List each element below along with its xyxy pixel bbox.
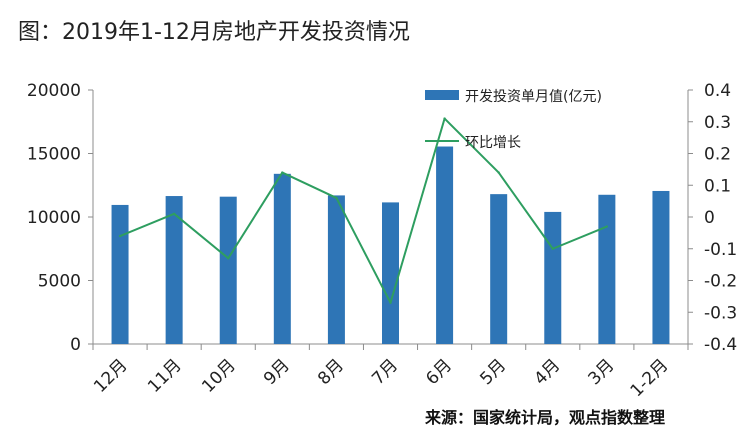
category-label: 4月: [530, 355, 564, 389]
legend-bar-label: 开发投资单月值(亿元): [465, 89, 602, 105]
line-point: [443, 117, 446, 120]
bar: [598, 194, 616, 344]
bar: [436, 146, 454, 344]
left-tick-label: 5000: [38, 272, 81, 292]
category-label: 7月: [368, 355, 402, 389]
bar: [652, 190, 670, 344]
line-point: [227, 257, 230, 260]
right-tick-label: 0.2: [704, 145, 731, 165]
line-series: [119, 117, 608, 304]
category-label: 6月: [422, 355, 456, 389]
bar: [327, 195, 345, 344]
right-tick-label: 0.1: [704, 176, 731, 196]
line-point: [497, 171, 500, 174]
left-tick-label: 15000: [27, 145, 81, 165]
legend-line-label: 环比增长: [465, 135, 521, 151]
right-tick-label: -0.3: [704, 303, 737, 323]
line-point: [335, 196, 338, 200]
right-tick-label: 0.4: [704, 81, 731, 101]
left-tick-label: 20000: [27, 81, 81, 101]
right-tick-label: 0: [704, 208, 715, 228]
right-tick-label: -0.1: [704, 240, 737, 260]
legend-bar-swatch: [425, 90, 459, 100]
line-point: [389, 301, 392, 304]
bar: [111, 204, 129, 344]
bar: [544, 211, 562, 344]
right-tick-label: -0.4: [704, 335, 737, 355]
line-point: [281, 171, 284, 174]
line-point: [118, 234, 122, 238]
category-label: 5月: [476, 355, 510, 389]
category-label: 3月: [585, 355, 619, 389]
category-label: 9月: [260, 355, 294, 389]
category-label: 10月: [198, 355, 239, 396]
right-tick-label: -0.2: [704, 272, 737, 292]
category-label: 1-2月: [627, 355, 673, 401]
line-point: [605, 225, 609, 228]
bar: [219, 196, 237, 344]
bar: [382, 202, 399, 344]
category-label: 8月: [314, 355, 348, 389]
chart-title: 图：2019年1-12月房地产开发投资情况: [18, 20, 410, 45]
left-tick-label: 10000: [27, 208, 81, 228]
bar: [490, 194, 508, 344]
line-point: [172, 212, 176, 216]
source-note: 来源：国家统计局，观点指数整理: [425, 408, 666, 427]
line-point: [551, 247, 554, 250]
left-tick-label: 0: [70, 335, 81, 355]
category-label: 11月: [144, 355, 185, 396]
bar: [165, 196, 183, 344]
right-tick-label: 0.3: [704, 113, 731, 133]
category-label: 12月: [90, 355, 131, 396]
bar: [273, 173, 291, 344]
